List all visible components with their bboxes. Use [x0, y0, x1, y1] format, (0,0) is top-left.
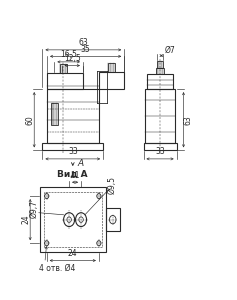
Bar	[59, 64, 67, 73]
Bar	[143, 143, 177, 150]
Bar	[47, 73, 83, 89]
Bar	[157, 61, 163, 68]
Bar	[40, 187, 106, 252]
Text: 11: 11	[70, 171, 80, 180]
Bar	[156, 68, 164, 74]
Text: 24: 24	[22, 215, 31, 224]
Bar	[108, 63, 115, 72]
Text: 24: 24	[68, 249, 77, 258]
Text: 63: 63	[183, 115, 192, 124]
Text: Ø9,7: Ø9,7	[30, 200, 39, 218]
Text: А: А	[77, 159, 83, 168]
Text: 33: 33	[68, 147, 78, 156]
Text: Ø7: Ø7	[165, 46, 176, 55]
Text: 35: 35	[81, 45, 91, 54]
Bar	[42, 143, 103, 150]
Bar	[51, 103, 58, 125]
Text: 16,5: 16,5	[60, 50, 77, 59]
Text: Ø9,5: Ø9,5	[108, 176, 117, 194]
Bar	[47, 89, 99, 143]
Text: 4 отв. Ø4: 4 отв. Ø4	[39, 263, 75, 272]
Text: 33: 33	[155, 147, 165, 156]
Bar	[145, 89, 175, 143]
Text: 63: 63	[78, 38, 88, 47]
Text: 12,5: 12,5	[64, 54, 81, 63]
Bar	[147, 74, 173, 89]
Text: 60: 60	[26, 115, 35, 124]
Text: Вид А: Вид А	[58, 169, 88, 178]
Bar	[99, 72, 124, 89]
Bar	[106, 208, 120, 231]
Bar	[44, 192, 102, 247]
